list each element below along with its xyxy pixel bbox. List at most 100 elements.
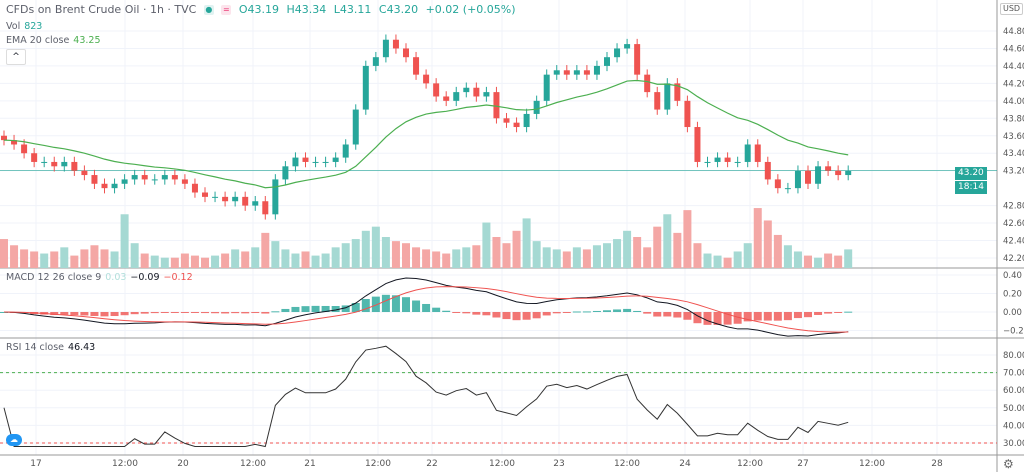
- price-tick-label: 43.60: [1003, 132, 1024, 142]
- menu-icon[interactable]: =: [221, 5, 232, 15]
- macd-histogram-bar: [361, 299, 370, 312]
- macd-histogram-bar: [90, 312, 99, 316]
- candle: [473, 87, 480, 97]
- volume-bar: [763, 220, 772, 268]
- candle: [644, 74, 651, 93]
- volume-bar: [592, 245, 601, 268]
- price-tick-label: 44.00: [1003, 97, 1024, 107]
- volume-bar: [442, 253, 451, 268]
- volume-bar: [522, 218, 531, 268]
- x-tick-label: 12:00: [365, 459, 391, 469]
- macd-histogram-bar: [331, 306, 340, 312]
- candle: [392, 39, 399, 49]
- volume-bar: [753, 208, 762, 268]
- volume-bar: [80, 249, 89, 268]
- macd-histogram-bar: [130, 312, 139, 315]
- macd-histogram-bar: [733, 312, 742, 324]
- macd-histogram-bar: [261, 312, 270, 314]
- candle: [815, 166, 822, 184]
- volume-bar: [130, 243, 139, 268]
- candle: [784, 188, 791, 190]
- candle: [583, 70, 590, 75]
- gear-icon[interactable]: ⚙: [1003, 457, 1014, 471]
- candle: [31, 153, 38, 162]
- x-tick-label: 12:00: [859, 459, 885, 469]
- macd-histogram-bar: [532, 312, 541, 319]
- candle: [493, 92, 500, 119]
- macd-value: −0.09: [130, 272, 160, 283]
- candle: [835, 170, 842, 176]
- rsi-value: 46.43: [68, 342, 96, 353]
- candle: [624, 44, 631, 49]
- candle: [413, 57, 420, 75]
- candle: [252, 201, 259, 206]
- volume-bar: [492, 237, 501, 268]
- volume-bar: [793, 251, 802, 268]
- price-tick-label: 43.20: [1003, 167, 1024, 177]
- volume-bar: [361, 230, 370, 268]
- market-status-icon[interactable]: ●: [203, 5, 214, 15]
- candle: [352, 109, 359, 145]
- candle: [724, 157, 731, 162]
- macd-histogram-bar: [753, 312, 762, 321]
- volume-legend: Vol 823: [6, 21, 46, 33]
- candle: [573, 70, 580, 75]
- volume-bar: [683, 210, 692, 268]
- macd-histogram-bar: [402, 297, 410, 312]
- volume-bar: [452, 249, 461, 268]
- candle: [523, 113, 530, 128]
- rsi-line: [3, 345, 849, 448]
- macd-histogram-bar: [271, 311, 280, 313]
- volume-bar: [221, 253, 230, 268]
- cloud-icon[interactable]: ☁: [6, 434, 22, 446]
- candle: [322, 161, 329, 163]
- macd-histogram-bar: [793, 312, 802, 319]
- candle: [382, 39, 389, 58]
- candle: [503, 118, 510, 123]
- ema-line: [3, 79, 849, 189]
- candle: [774, 179, 781, 189]
- candle: [61, 161, 68, 167]
- candle: [181, 179, 188, 184]
- candle: [342, 144, 349, 158]
- volume-bar: [371, 226, 380, 268]
- price-tick-label: 42.20: [1003, 254, 1024, 264]
- volume-bar: [603, 243, 611, 268]
- rsi-tick-label: 70.00: [1003, 369, 1024, 379]
- macd-histogram-bar: [683, 312, 692, 320]
- macd-histogram-bar: [542, 312, 551, 316]
- volume-bar: [814, 257, 823, 268]
- currency-label[interactable]: USD: [1000, 3, 1024, 15]
- candle: [212, 196, 219, 198]
- candle: [21, 144, 28, 154]
- macd-histogram-bar: [592, 310, 601, 312]
- rsi-tick-label: 30.00: [1003, 439, 1024, 449]
- candle: [51, 161, 58, 167]
- candle: [171, 175, 178, 180]
- candle: [483, 92, 490, 97]
- macd-histogram-bar: [311, 305, 320, 312]
- macd-histogram-bar: [120, 312, 129, 316]
- price-tick-label: 44.40: [1003, 62, 1024, 72]
- x-tick-label: 22: [426, 459, 437, 469]
- rsi-legend: RSI 14 close 46.43: [6, 342, 99, 354]
- collapse-legend-button[interactable]: ^: [6, 49, 26, 65]
- macd-histogram-bar: [743, 312, 752, 322]
- x-tick-label: 12:00: [112, 459, 138, 469]
- candle: [111, 183, 118, 189]
- x-tick-label: 23: [553, 459, 564, 469]
- macd-histogram-bar: [482, 312, 491, 316]
- volume-bar: [713, 255, 722, 268]
- macd-hist-value: 0.03: [105, 272, 127, 283]
- volume-bar: [844, 249, 853, 268]
- candle: [372, 57, 379, 66]
- volume-bar: [552, 249, 561, 268]
- macd-histogram-bar: [462, 312, 471, 314]
- volume-bar: [0, 239, 8, 268]
- volume-bar: [623, 230, 632, 268]
- candle: [232, 196, 239, 202]
- candle: [463, 87, 470, 93]
- candle: [292, 157, 299, 167]
- rsi-tick-label: 40.00: [1003, 421, 1024, 431]
